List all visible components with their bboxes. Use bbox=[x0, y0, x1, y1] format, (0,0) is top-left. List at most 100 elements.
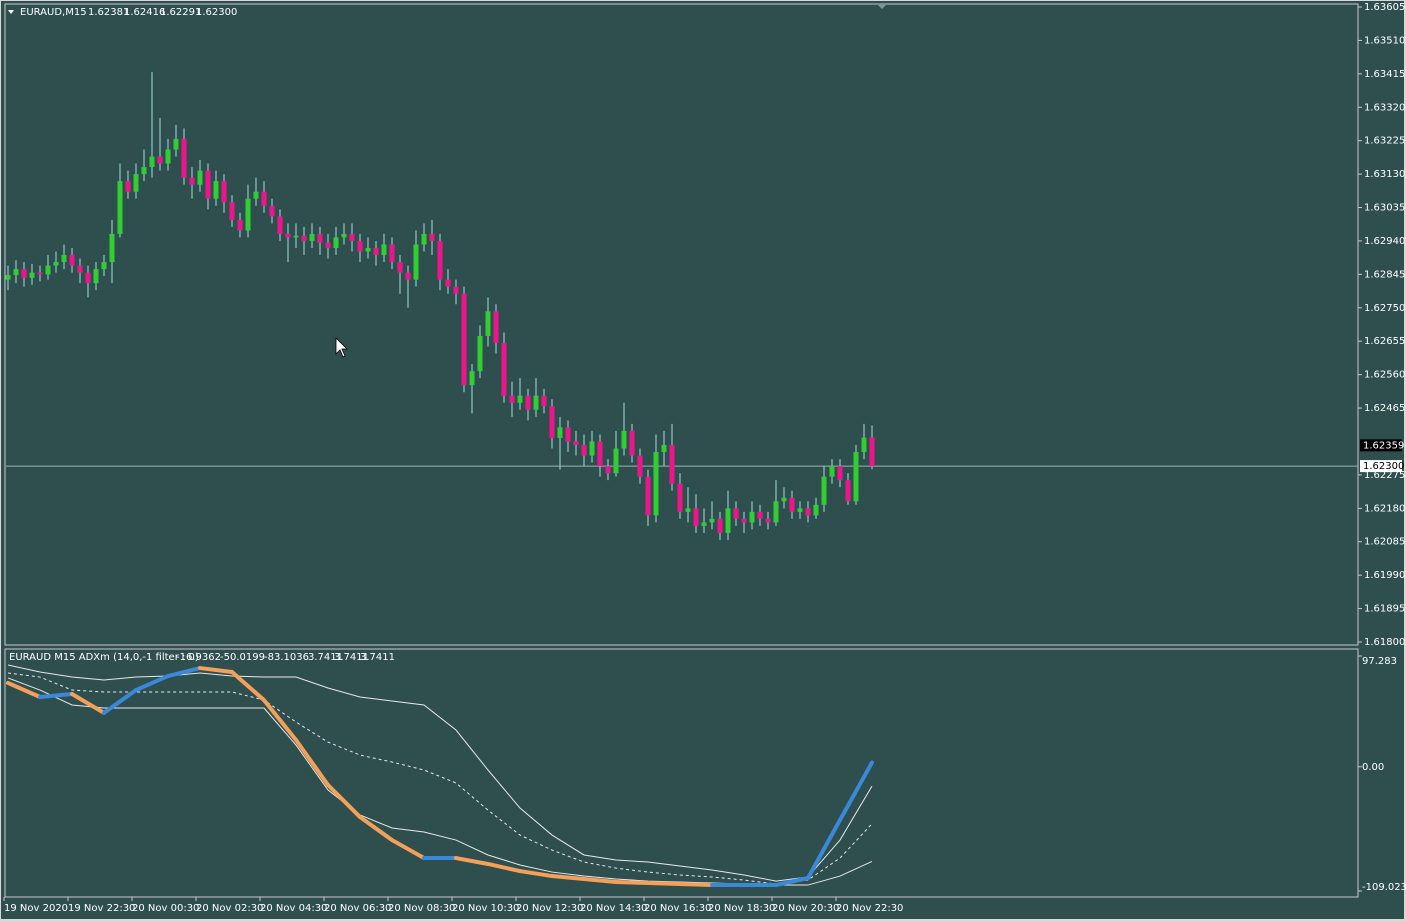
y-tick-label: 1.61800 bbox=[1364, 637, 1405, 648]
candle-body bbox=[29, 272, 35, 278]
candle-body bbox=[869, 437, 875, 467]
candle-body bbox=[357, 240, 363, 252]
candle-body bbox=[653, 452, 659, 516]
candle-body bbox=[821, 476, 827, 505]
candle-body bbox=[197, 170, 203, 185]
candle-body bbox=[509, 395, 515, 403]
x-tick-label: 20 Nov 08:30 bbox=[388, 903, 455, 914]
candle-body bbox=[493, 311, 499, 343]
candle-body bbox=[141, 167, 147, 175]
indicator-chart: 97.283 0.00 -109.023 bbox=[6, 655, 1406, 893]
x-tick-label: 19 Nov 22:30 bbox=[68, 903, 135, 914]
candle-body bbox=[221, 181, 227, 203]
indicator-title: EURAUD M15 ADXm (14,0,-1 filter : 0) bbox=[9, 652, 199, 663]
candle-body bbox=[813, 504, 819, 516]
x-tick-label: 20 Nov 04:30 bbox=[260, 903, 327, 914]
indicator-panel bbox=[4, 648, 1359, 898]
y-tick-label: 1.63605 bbox=[1364, 2, 1405, 13]
candle-body bbox=[541, 395, 547, 407]
adx-segment bbox=[166, 666, 202, 679]
candle-body bbox=[485, 311, 491, 336]
candle-body bbox=[421, 233, 427, 245]
y-tick-label: 1.62465 bbox=[1364, 403, 1405, 414]
mouse-cursor bbox=[335, 337, 348, 358]
y-tick-label: 1.62180 bbox=[1364, 503, 1405, 514]
candle-body bbox=[741, 518, 747, 523]
candle-body bbox=[501, 342, 507, 396]
candle-body bbox=[517, 395, 523, 403]
candle-body bbox=[685, 508, 691, 512]
candle-body bbox=[253, 191, 259, 199]
candle-body bbox=[261, 191, 267, 206]
x-tick-label: 20 Nov 02:30 bbox=[196, 903, 263, 914]
y-tick-label: 1.63415 bbox=[1364, 69, 1405, 80]
candle-body bbox=[629, 430, 635, 456]
adx-segment bbox=[230, 670, 266, 703]
candle-body bbox=[453, 286, 459, 294]
y-tick-label: 1.62655 bbox=[1364, 336, 1405, 347]
candle-body bbox=[613, 448, 619, 474]
y-tick-label: 1.63130 bbox=[1364, 169, 1405, 180]
candle-body bbox=[829, 466, 835, 477]
candle-body bbox=[597, 441, 603, 467]
adx-segment bbox=[454, 856, 490, 866]
candle-body bbox=[397, 262, 403, 273]
indicator-line bbox=[7, 672, 873, 885]
candle-body bbox=[101, 262, 107, 270]
last-low: 1.62291 bbox=[160, 7, 201, 18]
candle-body bbox=[245, 198, 251, 231]
indicator-value: -16.9362 bbox=[176, 652, 221, 663]
candle-body bbox=[621, 430, 627, 449]
y-tick-label: 1.63225 bbox=[1364, 136, 1405, 147]
candle-body bbox=[661, 444, 667, 453]
x-tick-label: 20 Nov 12:30 bbox=[516, 903, 583, 914]
y-tick-label: 97.283 bbox=[1362, 656, 1397, 667]
candle-body bbox=[573, 441, 579, 445]
candle-body bbox=[373, 247, 379, 256]
indicator-value: 3.7411 bbox=[308, 652, 343, 663]
adx-segment bbox=[326, 783, 362, 820]
candle-body bbox=[525, 395, 531, 410]
adx-segment bbox=[294, 738, 330, 788]
candle-body bbox=[277, 216, 283, 234]
adx-segment bbox=[646, 881, 682, 887]
candle-body bbox=[693, 508, 699, 526]
y-tick-label: 1.61895 bbox=[1364, 604, 1405, 615]
adx-segment bbox=[390, 838, 426, 861]
bid-box bbox=[1360, 460, 1402, 473]
y-tick-label: 1.62275 bbox=[1364, 470, 1405, 481]
candle-body bbox=[581, 444, 587, 456]
candle-body bbox=[285, 233, 291, 238]
candle-body bbox=[53, 262, 59, 266]
candle-body bbox=[205, 170, 211, 199]
adx-segment bbox=[806, 818, 842, 880]
candle-body bbox=[549, 406, 555, 438]
candle-body bbox=[429, 233, 435, 241]
candle-body bbox=[773, 501, 779, 523]
candle-body bbox=[269, 205, 275, 217]
adx-segment bbox=[486, 861, 522, 874]
x-tick-label: 19 Nov 2020 bbox=[4, 903, 68, 914]
x-tick-label: 20 Nov 18:30 bbox=[708, 903, 775, 914]
candle-body bbox=[677, 483, 683, 512]
y-tick-label: 1.63320 bbox=[1364, 102, 1405, 113]
collapse-arrow[interactable] bbox=[8, 10, 14, 14]
y-tick-label: 1.62940 bbox=[1364, 236, 1405, 247]
candle-body bbox=[557, 427, 563, 438]
candle-body bbox=[77, 265, 83, 273]
ask-label: 1.62359 bbox=[1363, 440, 1404, 451]
adx-segment bbox=[38, 692, 74, 699]
y-tick-label: 1.61990 bbox=[1364, 570, 1405, 581]
last-open: 1.62381 bbox=[88, 7, 129, 18]
candle-body bbox=[845, 480, 851, 502]
candle-body bbox=[749, 511, 755, 523]
adx-segment bbox=[774, 875, 810, 888]
candle-body bbox=[189, 177, 195, 185]
shift-marker bbox=[878, 5, 886, 9]
candle-body bbox=[157, 156, 163, 164]
symbol-title: EURAUD,M15 bbox=[20, 7, 87, 18]
candle-body bbox=[237, 219, 243, 231]
candle-body bbox=[69, 255, 75, 266]
